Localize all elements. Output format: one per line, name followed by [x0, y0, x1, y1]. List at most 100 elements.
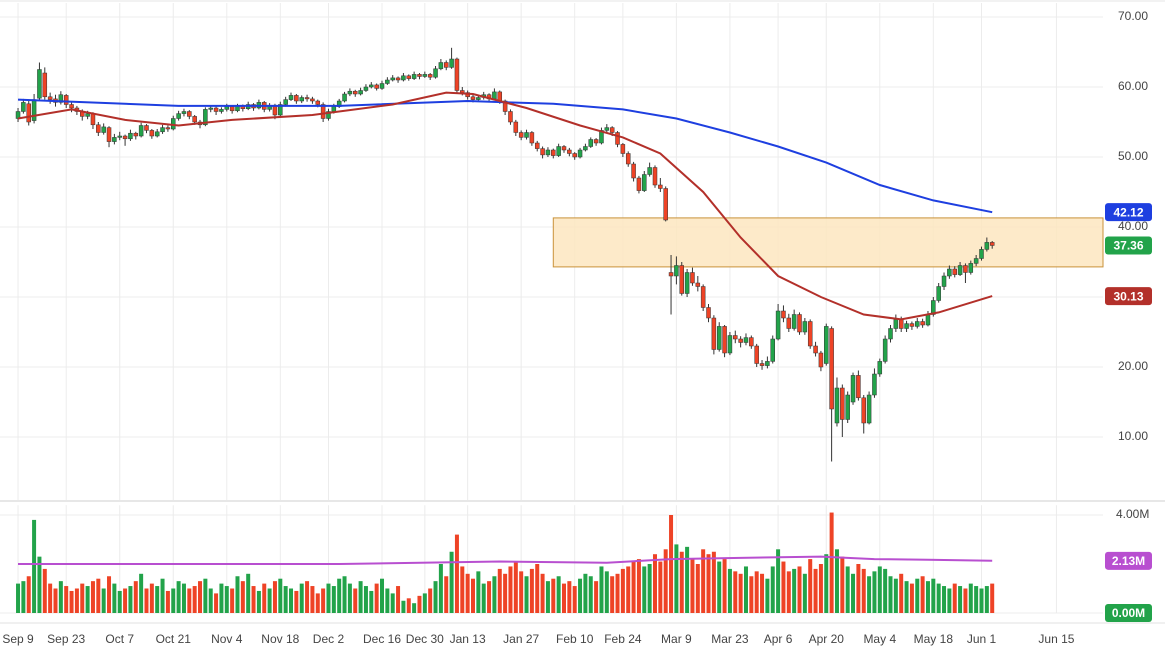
volume-bar — [470, 578, 475, 613]
volume-bar — [610, 576, 615, 613]
volume-bar — [32, 519, 37, 613]
volume-bar — [396, 586, 401, 613]
candle-body — [310, 98, 315, 102]
candle-body — [401, 75, 406, 81]
volume-bar — [128, 586, 133, 613]
volume-bar — [235, 576, 240, 613]
candle-body — [706, 307, 711, 319]
volume-bar — [551, 578, 556, 613]
candle-body — [567, 149, 572, 154]
candle-body — [845, 394, 850, 420]
candle-body — [647, 167, 652, 175]
volume-bar — [53, 588, 58, 613]
candle-body — [829, 328, 834, 410]
volume-bar — [310, 586, 315, 613]
volume-bar — [583, 573, 588, 613]
volume-bar — [69, 590, 74, 613]
volume-bar — [176, 581, 181, 613]
volume-bar — [818, 564, 823, 613]
candle-body — [90, 113, 96, 126]
x-tick-label: Jan 27 — [503, 632, 539, 646]
x-tick-label: Oct 21 — [156, 632, 192, 646]
volume-bar — [931, 578, 936, 613]
candle-body — [454, 58, 460, 91]
volume-bar — [171, 588, 176, 613]
candle-body — [96, 124, 101, 133]
volume-bar — [979, 588, 984, 613]
candle-body — [304, 97, 310, 100]
volume-bar — [16, 583, 21, 613]
volume-bar — [417, 595, 422, 613]
candle-body — [700, 286, 706, 308]
resistance-zone — [552, 217, 1104, 268]
volume-bar — [578, 578, 583, 613]
volume-bar — [112, 583, 117, 613]
candle-body — [58, 94, 64, 103]
candle-body — [192, 116, 197, 123]
volume-bar — [770, 566, 775, 613]
candle-body — [866, 394, 872, 424]
volume-bar — [219, 583, 224, 613]
volume-bar — [454, 534, 459, 613]
x-tick-label: Dec 2 — [313, 632, 345, 646]
candle-body — [738, 338, 743, 343]
volume-bar — [428, 588, 433, 613]
volume-bar — [513, 561, 518, 613]
x-tick-label: Jun 1 — [967, 632, 997, 646]
candle-body — [963, 265, 968, 273]
candle-body — [331, 106, 337, 112]
volume-bar — [315, 593, 320, 613]
candle-body — [743, 337, 749, 343]
candle-body — [299, 97, 304, 102]
volume-bar — [599, 566, 604, 613]
candle-body — [31, 99, 37, 121]
volume-bar — [856, 564, 861, 613]
y-tick-label: 40.00 — [1118, 219, 1148, 233]
volume-bar — [968, 583, 973, 613]
volume-bar — [198, 581, 203, 613]
candle-body — [85, 113, 90, 117]
volume-bar — [487, 581, 492, 613]
volume-bar — [706, 554, 711, 613]
volume-bar — [669, 515, 674, 613]
volume-bar — [149, 583, 154, 613]
candle-body — [979, 249, 984, 259]
volume-bar — [203, 578, 208, 613]
volume-bar — [438, 564, 443, 613]
volume-bar — [990, 583, 995, 613]
volume-bar — [208, 588, 213, 613]
candle-body — [203, 109, 208, 126]
candle-body — [572, 153, 577, 158]
volume-bar — [915, 578, 920, 613]
candle-body — [288, 95, 294, 100]
candle-body — [171, 118, 176, 130]
volume-bar — [963, 588, 968, 613]
candle-body — [534, 142, 540, 149]
candle-body — [898, 319, 904, 329]
candle-body — [947, 268, 952, 277]
candle-body — [813, 345, 818, 354]
candle-body — [187, 111, 192, 117]
candle-body — [154, 131, 160, 137]
candle-body — [352, 90, 358, 95]
volume-bar — [139, 573, 144, 613]
volume-bar — [283, 586, 288, 613]
volume-bar — [872, 571, 877, 613]
volume-bar — [380, 578, 385, 613]
y-tick-label: 10.00 — [1118, 429, 1148, 443]
volume-bar — [42, 568, 47, 613]
volume-bar — [861, 568, 866, 613]
candle-body — [877, 361, 883, 375]
candle-body — [679, 265, 685, 294]
candle-body — [122, 135, 128, 140]
volume-bar — [588, 576, 593, 613]
volume-bar — [711, 551, 716, 613]
candle-body — [315, 100, 321, 105]
candle-body — [149, 130, 155, 137]
candle-body — [797, 314, 802, 333]
volume-bar — [294, 590, 299, 613]
volume-bar — [262, 583, 267, 613]
volume-bar — [267, 588, 272, 613]
volume-bar — [888, 576, 893, 613]
candle-body — [968, 263, 974, 273]
